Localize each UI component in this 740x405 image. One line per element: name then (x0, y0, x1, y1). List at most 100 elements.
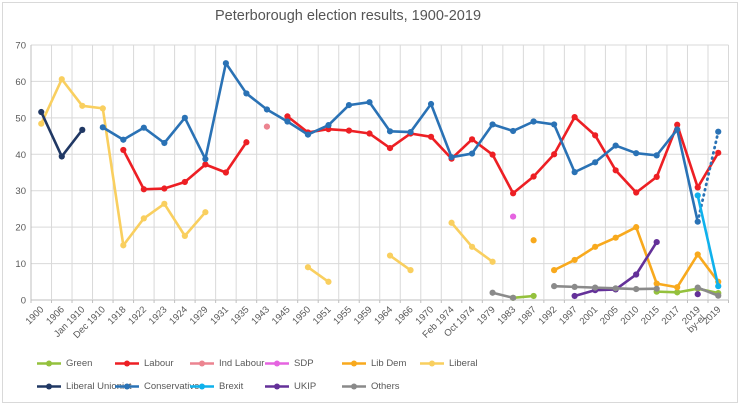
data-point-conservative (612, 142, 619, 149)
x-axis-label: 1997 (557, 304, 580, 327)
x-axis-label: 2005 (598, 304, 621, 327)
data-point-liberal (407, 267, 414, 274)
series-segment (696, 151, 720, 189)
series-labour (120, 113, 722, 197)
data-point-lib-dem (530, 237, 537, 244)
series-segment (388, 132, 412, 150)
series-segment (573, 285, 597, 289)
data-point-conservative (304, 131, 312, 138)
series-segment (573, 245, 597, 262)
series-segment (163, 116, 187, 145)
data-point-liberal (202, 209, 209, 216)
series-segment (675, 253, 700, 289)
data-point-others (715, 292, 722, 299)
series-segment (101, 126, 125, 142)
series-segment (122, 217, 146, 247)
data-point-liberal-unionist (58, 153, 65, 160)
data-point-conservative (674, 126, 681, 133)
data-point-conservative (694, 218, 701, 225)
data-point-ukip (694, 291, 701, 298)
data-point-others (633, 285, 640, 293)
x-axis-label: 1951 (311, 304, 334, 327)
data-point-conservative (222, 60, 229, 67)
svg-text:1997: 1997 (557, 304, 580, 327)
svg-text:1950: 1950 (290, 304, 313, 327)
svg-text:1929: 1929 (188, 304, 211, 327)
svg-text:2015: 2015 (639, 304, 662, 327)
x-axis-label: 1935 (229, 304, 252, 327)
y-axis-tick-label: 50 (15, 113, 26, 124)
data-point-conservative (530, 118, 537, 125)
data-point-labour (633, 189, 640, 196)
series-segment (60, 128, 84, 158)
series-segment (122, 126, 146, 142)
data-point-liberal-unionist (79, 126, 86, 133)
x-axis-label: 2019 (701, 304, 724, 327)
series-ukip (571, 238, 701, 300)
series-segment (450, 152, 474, 159)
svg-text:1900: 1900 (24, 304, 47, 327)
series-segment (142, 202, 166, 220)
data-point-labour (592, 132, 599, 139)
svg-text:2019: 2019 (701, 304, 724, 327)
series-segment (552, 123, 576, 174)
series-segment (491, 291, 515, 300)
data-point-conservative (202, 155, 209, 163)
series-segment (511, 120, 535, 133)
data-point-conservative (592, 159, 599, 166)
data-point-lib-dem (674, 284, 681, 291)
series-segment (655, 282, 679, 289)
x-axis-label: 1900 (24, 304, 47, 327)
data-point-conservative (181, 114, 188, 121)
data-point-others (694, 284, 701, 291)
x-axis-label: 1931 (208, 304, 231, 327)
data-point-lib-dem (612, 234, 619, 241)
x-axis-label: 1950 (290, 304, 313, 327)
svg-text:2017: 2017 (660, 304, 683, 327)
svg-text:1987: 1987 (516, 304, 539, 327)
data-point-liberal (161, 200, 168, 207)
series-segment (470, 138, 494, 156)
series-conservative (99, 60, 722, 225)
data-point-conservative (161, 139, 168, 147)
series-segment (409, 102, 433, 134)
series-segment (450, 221, 474, 249)
data-point-lib-dem (694, 251, 701, 258)
data-point-conservative (448, 154, 455, 161)
data-point-labour (140, 186, 147, 193)
series-segment (286, 115, 310, 134)
data-point-liberal (181, 232, 188, 239)
data-point-liberal (448, 219, 455, 226)
data-point-labour (509, 190, 517, 197)
x-axis-label: 1945 (270, 304, 293, 327)
data-point-conservative (386, 128, 394, 135)
y-axis-tick-label: 60 (15, 77, 26, 88)
data-point-liberal (140, 215, 147, 222)
svg-text:1955: 1955 (331, 304, 354, 327)
data-point-conservative (509, 127, 517, 135)
data-point-conservative (345, 102, 353, 109)
series-ind-labour (263, 123, 271, 130)
data-point-labour (715, 149, 722, 156)
series-segment (163, 202, 187, 238)
series-segment (122, 148, 146, 191)
series-segment (409, 132, 433, 139)
data-point-labour (284, 113, 291, 120)
svg-text:1924: 1924 (167, 304, 190, 327)
data-point-liberal (489, 258, 496, 265)
series-segment (204, 61, 228, 161)
series-segment (39, 110, 64, 158)
data-point-lib-dem (633, 224, 640, 231)
series-segment (388, 130, 412, 134)
x-axis-label: 1992 (537, 304, 560, 327)
data-point-others (509, 294, 517, 301)
data-point-conservative (120, 136, 127, 143)
data-point-ind-labour (263, 123, 271, 130)
data-point-labour (489, 151, 496, 158)
data-point-liberal (120, 242, 127, 249)
series-segment (696, 194, 720, 288)
x-axis-label: 2017 (660, 304, 683, 327)
series-segment (491, 123, 515, 133)
x-axis-label: 1966 (393, 304, 416, 327)
series-segment (39, 77, 64, 125)
